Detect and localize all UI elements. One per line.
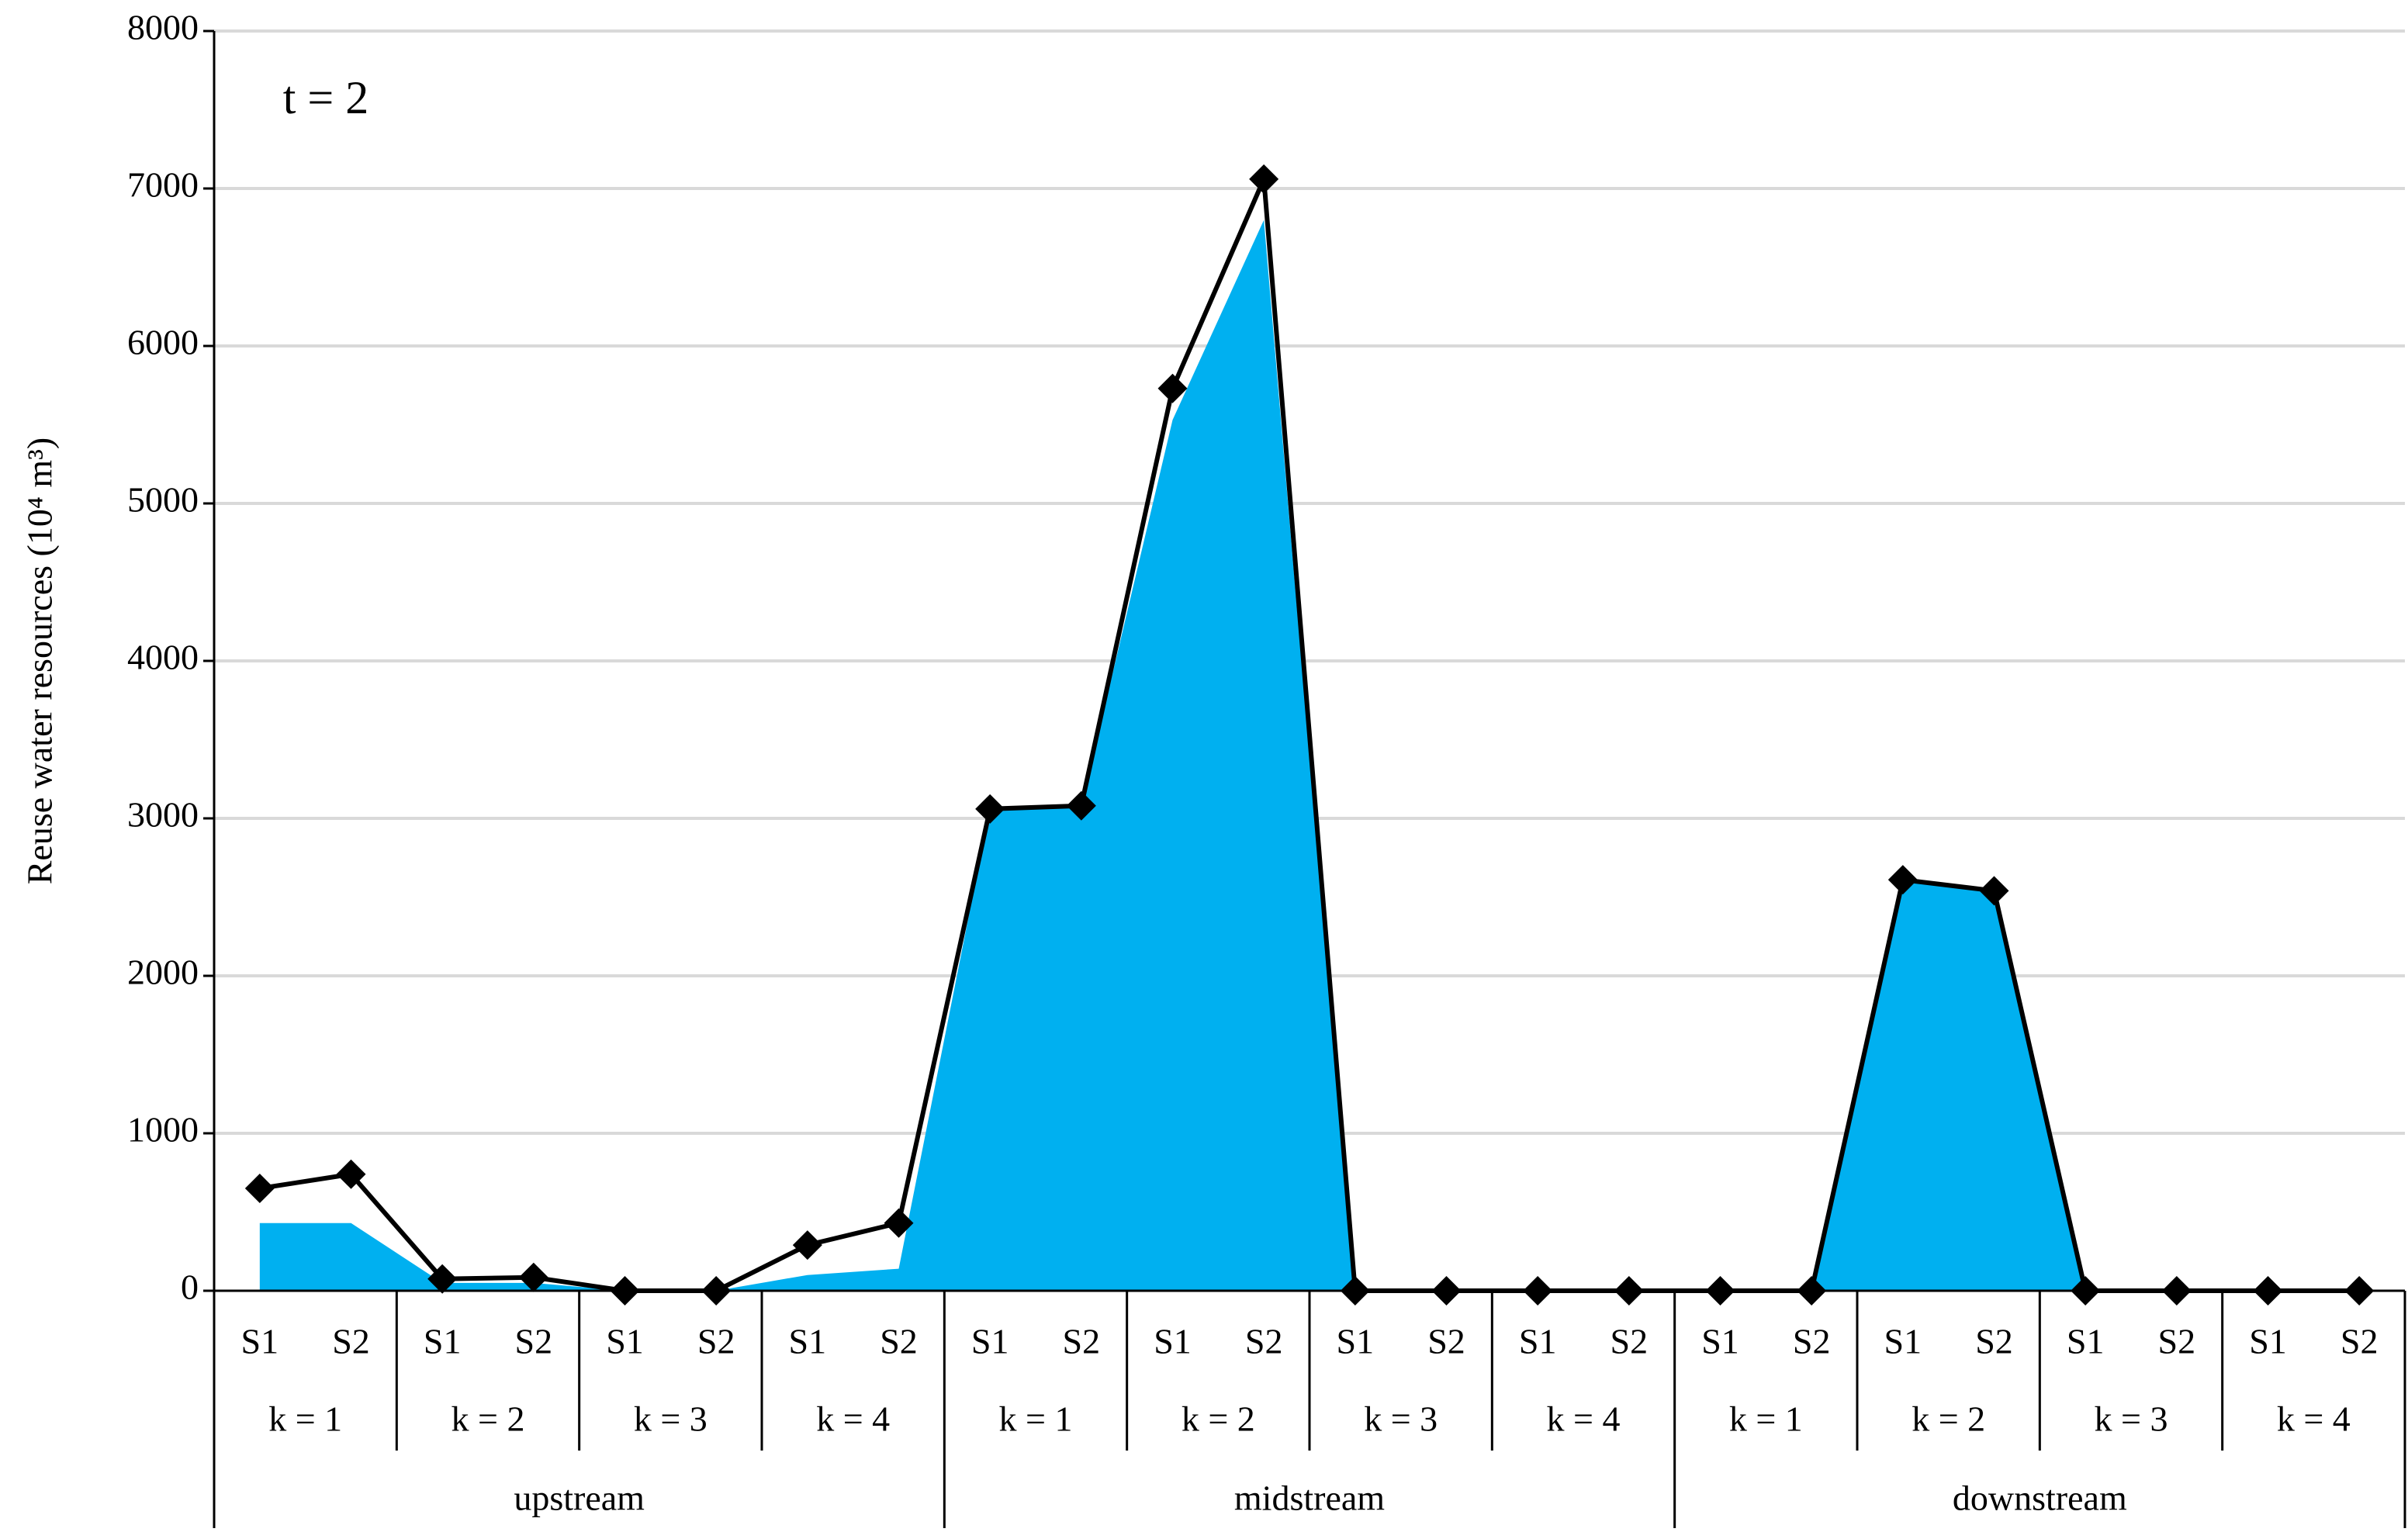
marker: [884, 1208, 914, 1238]
x-tick-label: S2: [1975, 1322, 2013, 1361]
x-tick-label: S1: [789, 1322, 827, 1361]
y-tick-label: 4000: [127, 638, 199, 677]
x-tick-label: S1: [1884, 1322, 1922, 1361]
group-label: k = 4: [1547, 1399, 1621, 1439]
region-label: midstream: [1234, 1478, 1385, 1518]
x-tick-label: S2: [2341, 1322, 2379, 1361]
x-tick-label: S2: [1427, 1322, 1465, 1361]
x-tick-label: S1: [1337, 1322, 1375, 1361]
y-tick-label: 5000: [127, 480, 199, 520]
group-label: k = 3: [634, 1399, 708, 1439]
group-label: k = 4: [2277, 1399, 2351, 1439]
x-tick-label: S2: [2158, 1322, 2196, 1361]
group-label: k = 2: [452, 1399, 525, 1439]
marker: [1066, 790, 1096, 821]
y-tick-label: 2000: [127, 953, 199, 992]
marker: [427, 1264, 458, 1294]
region-label: downstream: [1953, 1478, 2127, 1518]
x-tick-label: S2: [515, 1322, 553, 1361]
x-tick-label: S2: [697, 1322, 735, 1361]
line: [259, 178, 2360, 1293]
marker: [1249, 164, 1279, 194]
x-tick-label: S2: [1063, 1322, 1101, 1361]
x-tick-label: S2: [1245, 1322, 1283, 1361]
y-tick-label: 7000: [127, 165, 199, 205]
y-tick-label: 3000: [127, 795, 199, 835]
x-tick-label: S1: [241, 1322, 279, 1361]
y-tick-label: 8000: [127, 8, 199, 47]
x-tick-label: S1: [1519, 1322, 1557, 1361]
x-tick-label: S1: [2249, 1322, 2287, 1361]
marker: [792, 1230, 822, 1261]
y-tick-label: 1000: [127, 1110, 199, 1150]
x-tick-label: S2: [1611, 1322, 1649, 1361]
y-axis-label: Reuse water resources (10⁴ m³): [20, 437, 60, 885]
y-tick-label: 6000: [127, 323, 199, 362]
group-label: k = 1: [1729, 1399, 1803, 1439]
x-tick-label: S2: [1793, 1322, 1831, 1361]
group-label: k = 1: [999, 1399, 1073, 1439]
area: [259, 220, 2360, 1292]
marker: [336, 1159, 366, 1189]
x-tick-label: S2: [880, 1322, 918, 1361]
region-label: upstream: [514, 1478, 645, 1518]
group-label: k = 2: [1182, 1399, 1255, 1439]
group-label: k = 1: [268, 1399, 342, 1439]
marker: [244, 1174, 275, 1204]
x-tick-label: S1: [1701, 1322, 1739, 1361]
x-tick-label: S1: [2067, 1322, 2105, 1361]
x-tick-label: S2: [332, 1322, 370, 1361]
marker: [1979, 876, 2009, 906]
group-label: k = 2: [1912, 1399, 1985, 1439]
marker: [518, 1262, 548, 1292]
y-tick-label: 0: [181, 1267, 199, 1307]
group-label: k = 3: [2095, 1399, 2168, 1439]
marker: [1887, 865, 1918, 895]
marker: [1157, 373, 1188, 403]
x-tick-label: S1: [971, 1322, 1009, 1361]
x-tick-label: S1: [606, 1322, 644, 1361]
marker: [975, 794, 1005, 824]
annotation: t = 2: [283, 72, 369, 123]
x-tick-label: S1: [1154, 1322, 1192, 1361]
group-label: k = 3: [1364, 1399, 1438, 1439]
x-tick-label: S1: [424, 1322, 462, 1361]
group-label: k = 4: [816, 1399, 890, 1439]
